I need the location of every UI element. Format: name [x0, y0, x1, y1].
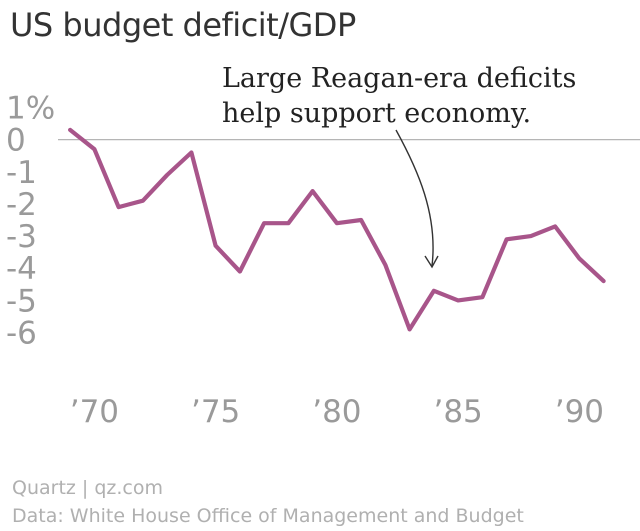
- y-tick-label: -6: [6, 316, 37, 352]
- x-tick-label: ’80: [312, 394, 361, 430]
- deficit-series-line: [68, 127, 606, 332]
- credit-text: Quartz | qz.com: [12, 477, 164, 499]
- annotation-arrow: [395, 129, 434, 267]
- y-tick-label: -4: [6, 251, 37, 287]
- y-tick-label: 1%: [6, 90, 55, 126]
- annotation-line-1: Large Reagan-era deficits: [222, 63, 576, 94]
- x-tick-label: ’85: [433, 394, 482, 430]
- y-axis-ticks: 1%0-1-2-3-4-5-6: [6, 90, 55, 351]
- y-tick-label: -1: [6, 155, 37, 191]
- x-tick-label: ’90: [555, 394, 604, 430]
- annotation-arrowhead: [424, 255, 439, 269]
- x-tick-label: ’70: [70, 394, 119, 430]
- y-tick-label: -5: [6, 283, 37, 319]
- x-axis-ticks: ’70 ’75 ’80 ’85 ’90: [70, 394, 604, 430]
- y-tick-label: 0: [6, 123, 26, 159]
- annotation-line-2: help support economy.: [222, 98, 531, 129]
- y-tick-label: -3: [6, 219, 37, 255]
- chart-title: US budget deficit/GDP: [10, 6, 356, 44]
- y-tick-label: -2: [6, 187, 37, 223]
- x-tick-label: ’75: [191, 394, 240, 430]
- source-text: Data: White House Office of Management a…: [12, 505, 524, 527]
